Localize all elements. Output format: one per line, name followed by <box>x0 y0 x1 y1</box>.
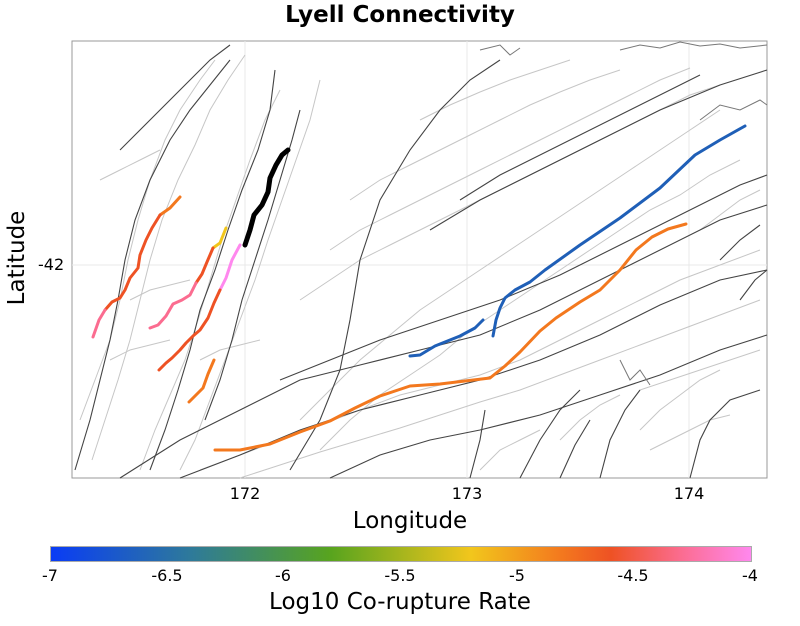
rupture-eastern-upper <box>218 243 242 292</box>
rupture-lyell <box>242 147 291 248</box>
rupture-southern-long <box>213 222 688 452</box>
rupture-central-lower <box>148 281 198 330</box>
colorbar <box>50 546 752 562</box>
rupture-eastern-lower <box>187 358 216 404</box>
rupture-central-upper <box>211 226 228 250</box>
rupture-western-lower <box>91 308 107 339</box>
rupture-western-middle <box>103 213 162 312</box>
map-title: Lyell Connectivity <box>285 2 515 28</box>
rupture-blue <box>408 318 485 358</box>
coastline <box>479 41 768 386</box>
y-axis-label: Latitude <box>4 210 30 306</box>
plot-area-frame <box>71 40 768 479</box>
colorbar-tick: -5 <box>509 566 525 585</box>
rupture-eastern-middle <box>157 288 222 372</box>
rupture-central-middle <box>194 246 215 285</box>
colorbar-tick: -4 <box>742 566 758 585</box>
gridlines <box>72 41 767 478</box>
x-tick-label: 174 <box>673 484 705 503</box>
colorbar-tick: -7 <box>42 566 58 585</box>
rupture-western-upper <box>158 195 182 217</box>
colorbar-tick: -6.5 <box>151 566 183 585</box>
colorbar-tick: -6 <box>275 566 291 585</box>
y-tick-label: -42 <box>38 255 65 274</box>
colorbar-tick: -4.5 <box>617 566 649 585</box>
rupture-blue-main <box>491 124 747 338</box>
colorbar-label: Log10 Co-rupture Rate <box>269 589 531 615</box>
x-tick-label: 173 <box>451 484 483 503</box>
ruptures <box>91 124 747 452</box>
x-tick-label: 172 <box>229 484 261 503</box>
colorbar-tick: -5.5 <box>384 566 416 585</box>
x-axis-label: Longitude <box>352 508 468 534</box>
